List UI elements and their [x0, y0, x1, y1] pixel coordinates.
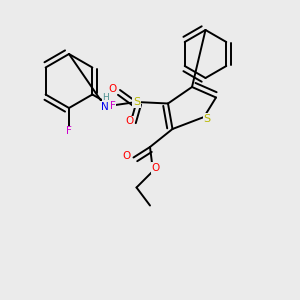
Text: S: S: [203, 113, 211, 124]
Text: O: O: [108, 83, 117, 94]
Text: H: H: [102, 93, 109, 102]
Text: N: N: [101, 101, 109, 112]
Text: O: O: [152, 163, 160, 173]
Text: O: O: [123, 151, 131, 161]
Text: F: F: [66, 126, 72, 136]
Text: O: O: [125, 116, 133, 127]
Text: S: S: [133, 97, 140, 107]
Text: F: F: [110, 101, 116, 111]
